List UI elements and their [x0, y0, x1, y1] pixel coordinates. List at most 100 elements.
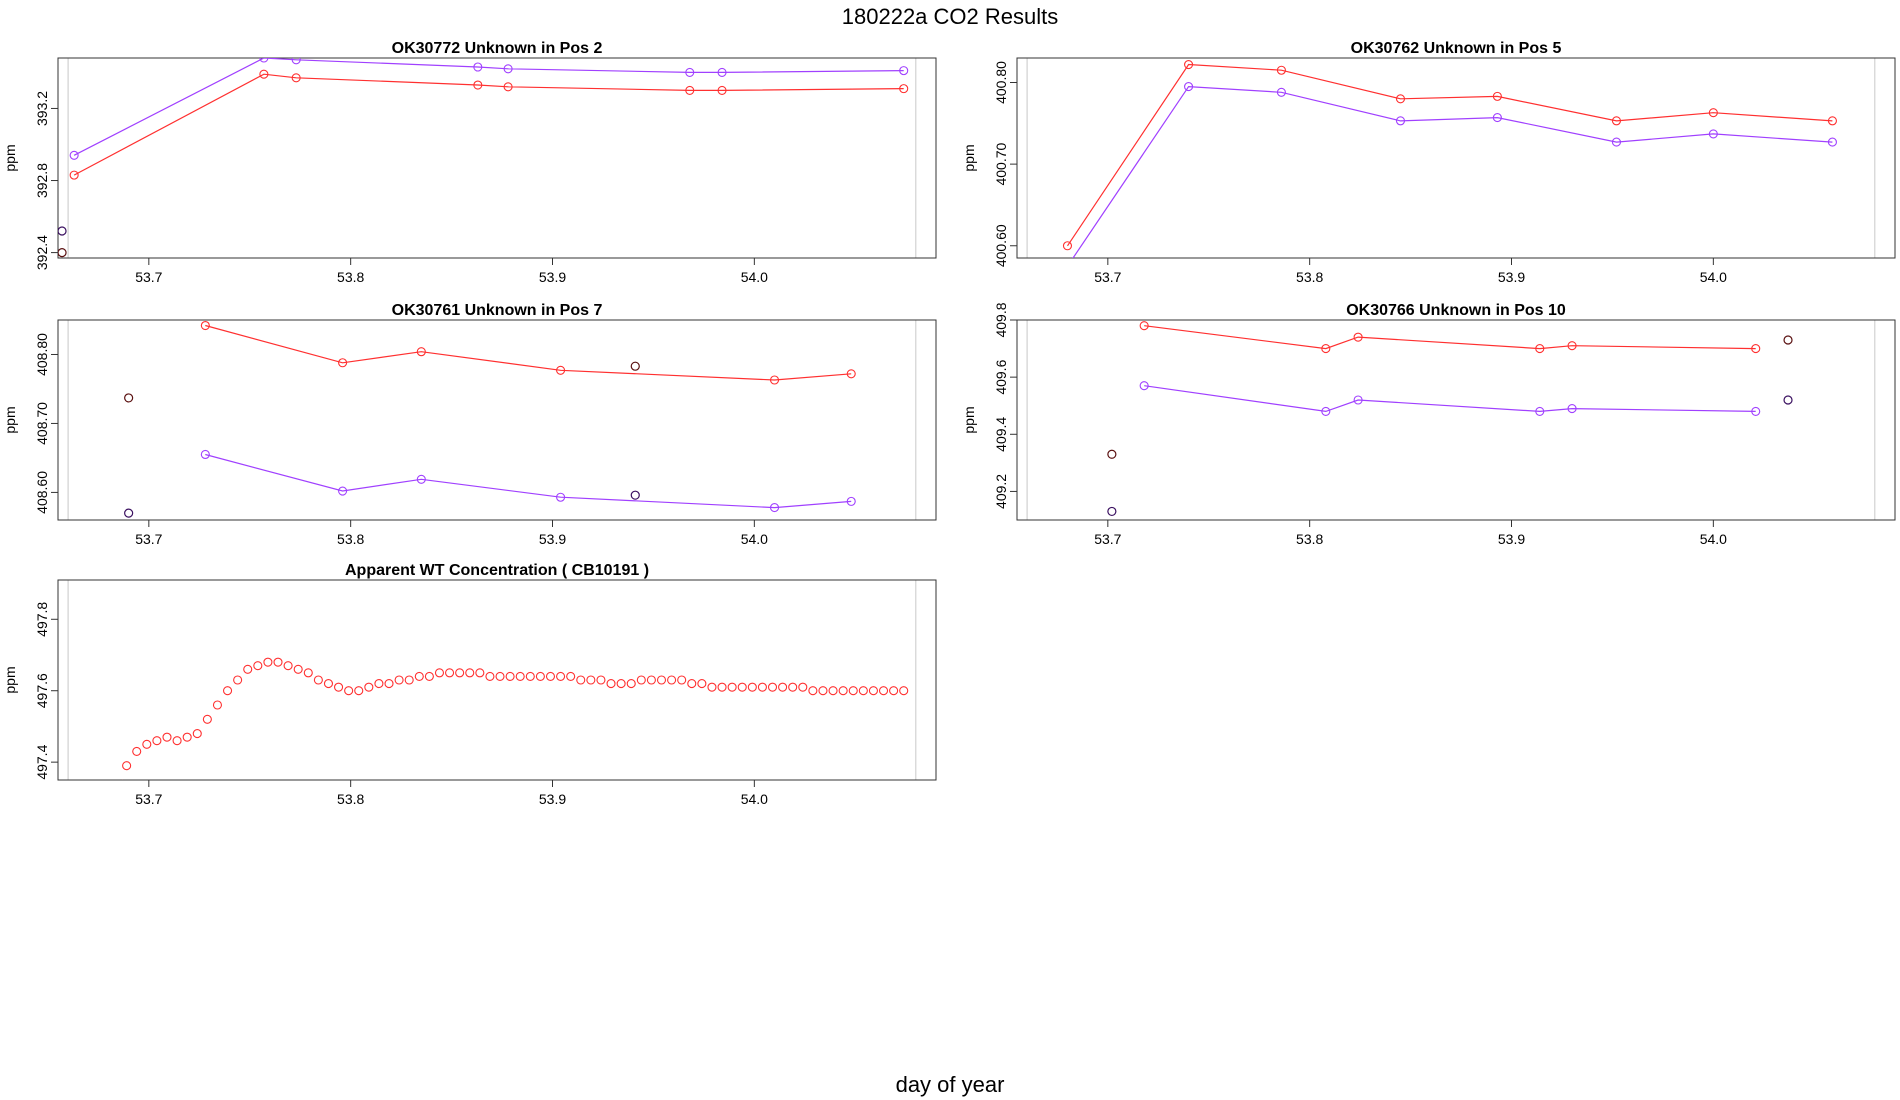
data-point-red [616, 679, 626, 689]
data-point-purple [338, 486, 348, 496]
data-point-purple [1535, 406, 1545, 416]
reference-point [58, 226, 67, 236]
x-tick-label: 54.0 [741, 269, 768, 285]
main-title: 180222a CO2 Results [842, 4, 1058, 29]
data-point-red [1492, 91, 1502, 101]
y-tick-label: 392.4 [34, 235, 50, 270]
data-point-red [259, 69, 269, 79]
data-point-red [848, 686, 858, 696]
data-point-red [868, 686, 878, 696]
x-tick-label: 53.8 [337, 791, 364, 807]
data-point-purple [1827, 137, 1837, 147]
data-point-red [878, 686, 889, 696]
data-point-red [283, 661, 293, 671]
x-tick-label: 53.7 [135, 791, 162, 807]
x-tick-label: 54.0 [1700, 531, 1727, 547]
reference-point [630, 361, 640, 371]
data-point-red [788, 682, 798, 692]
data-point-red [525, 671, 535, 681]
data-point-red [646, 675, 656, 685]
plot-frame [1016, 57, 1896, 259]
data-point-red [697, 679, 707, 689]
data-point-purple [1492, 113, 1502, 123]
y-axis-label: ppm [961, 144, 977, 171]
data-point-red [687, 679, 697, 689]
x-tick-label: 53.7 [135, 531, 162, 547]
data-point-red [394, 675, 404, 685]
data-point-red [253, 661, 263, 671]
data-point-red [273, 657, 283, 667]
panel-title: OK30761 Unknown in Pos 7 [392, 302, 603, 319]
series-line-purple [73, 58, 904, 156]
data-point-red [626, 679, 636, 689]
data-point-red [636, 675, 646, 685]
data-point-red [424, 671, 434, 681]
y-tick-label: 408.60 [34, 471, 50, 514]
data-point-red [798, 682, 808, 692]
chart-panel-5: Apparent WT Concentration ( CB10191 ) 53.… [2, 562, 937, 807]
data-point-red [192, 729, 202, 739]
x-tick-label: 54.0 [741, 791, 768, 807]
data-point-red [1395, 94, 1406, 104]
data-point-red [313, 675, 323, 685]
data-point-red [404, 675, 414, 685]
data-point-red [69, 170, 79, 180]
data-point-red [414, 671, 424, 681]
data-point-red [485, 671, 495, 681]
y-tick-label: 400.80 [993, 61, 1009, 104]
y-tick-label: 409.2 [993, 474, 1009, 509]
data-point-red [586, 675, 596, 685]
data-point-purple [1321, 406, 1331, 416]
data-point-red [505, 671, 515, 681]
x-tick-label: 53.9 [539, 531, 566, 547]
offscale-tail [121, 779, 123, 780]
chart-panel-1: OK30772 Unknown in Pos 2 53.7 53.8 53.9 54.0… [2, 40, 937, 285]
data-point-red [291, 73, 301, 83]
x-tick-label: 53.7 [1094, 531, 1121, 547]
panels: OK30772 Unknown in Pos 2 53.7 53.8 53.9 54.0… [2, 40, 1896, 807]
y-axis-label: ppm [2, 406, 18, 433]
data-point-red [1321, 344, 1331, 354]
y-tick-label: 497.8 [34, 602, 50, 637]
data-point-red [374, 679, 384, 689]
data-point-red [142, 739, 152, 749]
plot-frame [57, 319, 937, 521]
y-tick-label: 408.70 [34, 402, 50, 445]
data-point-red [656, 675, 667, 685]
y-tick-label: 409.4 [993, 417, 1009, 452]
x-tick-label: 53.8 [337, 269, 364, 285]
data-point-red [576, 675, 586, 685]
series-line-red [205, 324, 852, 381]
data-point-red [1276, 65, 1286, 75]
data-point-red [767, 682, 778, 692]
series-line-purple [1072, 85, 1833, 258]
data-point-red [303, 668, 313, 678]
data-point-red [233, 675, 243, 685]
data-point-red [899, 84, 909, 94]
data-point-purple [259, 58, 269, 63]
series-line-red [1067, 63, 1833, 247]
y-tick-label: 393.2 [34, 91, 50, 126]
series-line-red [73, 73, 904, 176]
data-point-red [596, 675, 606, 685]
data-point-red [685, 85, 695, 95]
data-point-red [889, 686, 899, 696]
data-point-purple [503, 64, 513, 74]
x-tick-label: 53.9 [1498, 269, 1525, 285]
data-point-purple [769, 503, 780, 513]
data-point-red [1827, 116, 1837, 126]
data-point-red [1184, 59, 1194, 70]
plot-area [1107, 321, 1793, 517]
data-point-red [263, 657, 273, 667]
data-point-red [677, 675, 687, 685]
data-point-red [132, 746, 142, 756]
data-point-red [152, 736, 162, 746]
data-point-red [172, 736, 182, 746]
data-point-red [556, 365, 566, 375]
data-point-red [545, 671, 556, 681]
panel-title: OK30766 Unknown in Pos 10 [1346, 302, 1566, 319]
data-point-red [727, 682, 737, 692]
data-point-purple [416, 474, 426, 484]
data-point-red [1567, 341, 1577, 351]
data-point-red [1139, 321, 1149, 331]
